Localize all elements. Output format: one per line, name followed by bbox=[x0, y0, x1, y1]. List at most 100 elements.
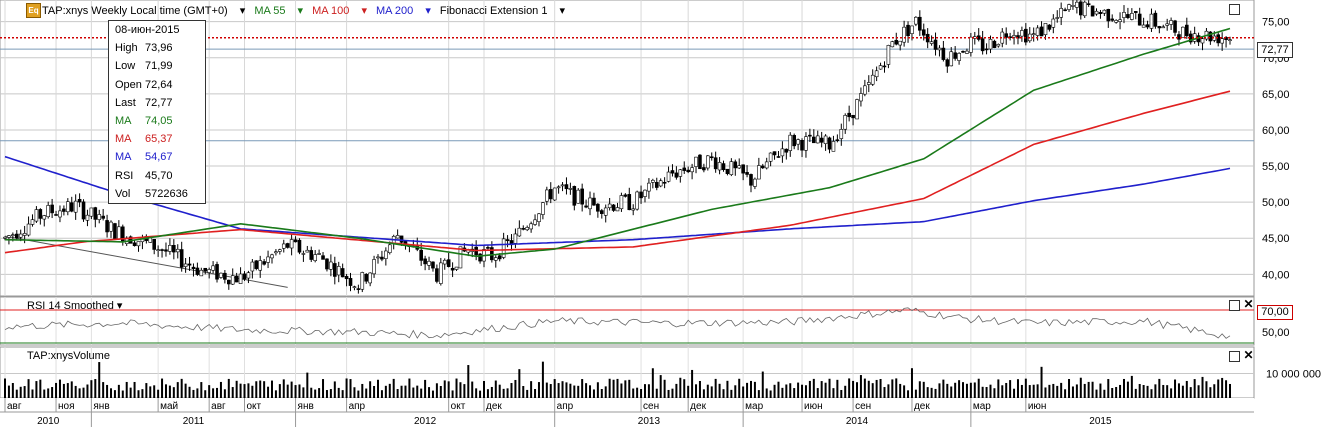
candle-body bbox=[843, 115, 848, 130]
volume-maximize-icon[interactable] bbox=[1229, 351, 1240, 362]
symbol-label[interactable]: TAP:xnys Weekly Local time (GMT+0) ▾ bbox=[42, 4, 246, 17]
candle-body bbox=[486, 247, 490, 249]
volume-bar bbox=[384, 385, 387, 398]
volume-bar bbox=[993, 388, 996, 398]
rsi-maximize-icon[interactable] bbox=[1229, 300, 1240, 311]
candle-body bbox=[914, 16, 918, 25]
volume-bar bbox=[373, 385, 376, 398]
volume-bar bbox=[117, 384, 120, 398]
volume-bar bbox=[137, 390, 140, 398]
candle-body bbox=[105, 220, 109, 233]
volume-bar bbox=[149, 386, 152, 398]
volume-bar bbox=[486, 389, 489, 398]
volume-bar bbox=[541, 361, 544, 398]
volume-bar bbox=[251, 385, 254, 398]
volume-bar bbox=[153, 385, 156, 398]
candle-body bbox=[62, 208, 66, 212]
month-label: авг bbox=[7, 401, 22, 412]
volume-bar bbox=[589, 385, 592, 398]
eq-logo-icon[interactable]: Eq bbox=[26, 3, 41, 18]
volume-bar bbox=[1134, 388, 1137, 398]
volume-bar bbox=[965, 383, 968, 398]
ma200-label[interactable]: MA 200 ▾ bbox=[375, 4, 431, 17]
volume-bar bbox=[1083, 383, 1086, 398]
volume-bar bbox=[1024, 378, 1027, 398]
maximize-pane-icon[interactable] bbox=[1229, 4, 1240, 15]
volume-bar bbox=[793, 388, 796, 398]
candle-body bbox=[1098, 12, 1103, 14]
candle-body bbox=[678, 169, 683, 177]
rsi-pane-label[interactable]: RSI 14 Smoothed ▾ bbox=[27, 300, 123, 312]
volume-bar bbox=[537, 382, 540, 398]
candle-body bbox=[941, 47, 946, 60]
volume-bar bbox=[1201, 376, 1204, 398]
candle-body bbox=[1224, 37, 1228, 40]
volume-bar bbox=[298, 384, 301, 398]
candle-body bbox=[160, 249, 164, 251]
volume-bar bbox=[133, 381, 136, 398]
tooltip-key: MA bbox=[115, 114, 132, 127]
candle-body bbox=[682, 167, 687, 171]
candle-body bbox=[191, 266, 196, 269]
rsi-close-icon[interactable]: ✕ bbox=[1243, 297, 1254, 311]
ma55-label[interactable]: MA 55 ▾ bbox=[254, 4, 304, 17]
candle-body bbox=[988, 39, 993, 50]
candle-body bbox=[776, 156, 781, 158]
candle-body bbox=[223, 272, 227, 280]
candle-body bbox=[313, 254, 317, 261]
candle-body bbox=[85, 214, 90, 221]
year-label: 2011 bbox=[183, 416, 205, 427]
volume-bar bbox=[161, 378, 164, 398]
candle-body bbox=[635, 191, 639, 210]
volume-bar bbox=[726, 380, 729, 398]
volume-bar bbox=[604, 386, 607, 398]
volume-bar bbox=[392, 378, 395, 398]
volume-bar bbox=[227, 378, 230, 398]
candle-body bbox=[1047, 24, 1052, 30]
candle-body bbox=[439, 262, 443, 284]
month-label: сен bbox=[643, 401, 659, 412]
candle-body bbox=[30, 219, 35, 225]
candle-body bbox=[266, 256, 270, 263]
volume-bar bbox=[1009, 380, 1012, 398]
volume-bar bbox=[581, 379, 584, 398]
candle-body bbox=[1106, 8, 1111, 22]
volume-bar bbox=[1068, 379, 1071, 398]
candle-body bbox=[454, 266, 459, 270]
ma100-label[interactable]: MA 100 ▾ bbox=[312, 4, 367, 17]
candle-body bbox=[246, 272, 251, 279]
fib-label[interactable]: Fibonacci Extension 1 ▾ bbox=[439, 4, 566, 17]
candle-body bbox=[855, 99, 859, 120]
candle-body bbox=[293, 239, 298, 243]
volume-bar bbox=[376, 379, 379, 398]
candle-body bbox=[14, 233, 19, 239]
candle-body bbox=[1228, 39, 1232, 41]
candle-body bbox=[709, 156, 714, 159]
volume-bar bbox=[451, 390, 454, 398]
candle-body bbox=[387, 244, 392, 253]
volume-bar bbox=[47, 388, 50, 398]
candle-body bbox=[254, 260, 259, 269]
candle-body bbox=[831, 141, 836, 152]
candle-body bbox=[152, 239, 156, 250]
volume-bar bbox=[1122, 378, 1125, 398]
candle-body bbox=[297, 239, 302, 253]
candle-body bbox=[497, 255, 502, 260]
rsi-tick-label: 50,00 bbox=[1262, 327, 1290, 339]
volume-bar bbox=[730, 389, 733, 398]
candle-body bbox=[866, 82, 871, 85]
volume-bar bbox=[573, 385, 576, 398]
candle-body bbox=[54, 214, 58, 216]
volume-bar bbox=[1005, 382, 1008, 398]
candle-body bbox=[58, 210, 62, 218]
volume-close-icon[interactable]: ✕ bbox=[1243, 348, 1254, 362]
volume-bar bbox=[1075, 384, 1078, 398]
volume-bar bbox=[706, 384, 709, 398]
volume-bar bbox=[553, 379, 556, 398]
month-label: авг bbox=[211, 401, 226, 412]
candle-body bbox=[552, 187, 557, 201]
candle-body bbox=[435, 268, 439, 282]
volume-bar bbox=[1056, 385, 1059, 398]
candle-body bbox=[50, 204, 54, 214]
